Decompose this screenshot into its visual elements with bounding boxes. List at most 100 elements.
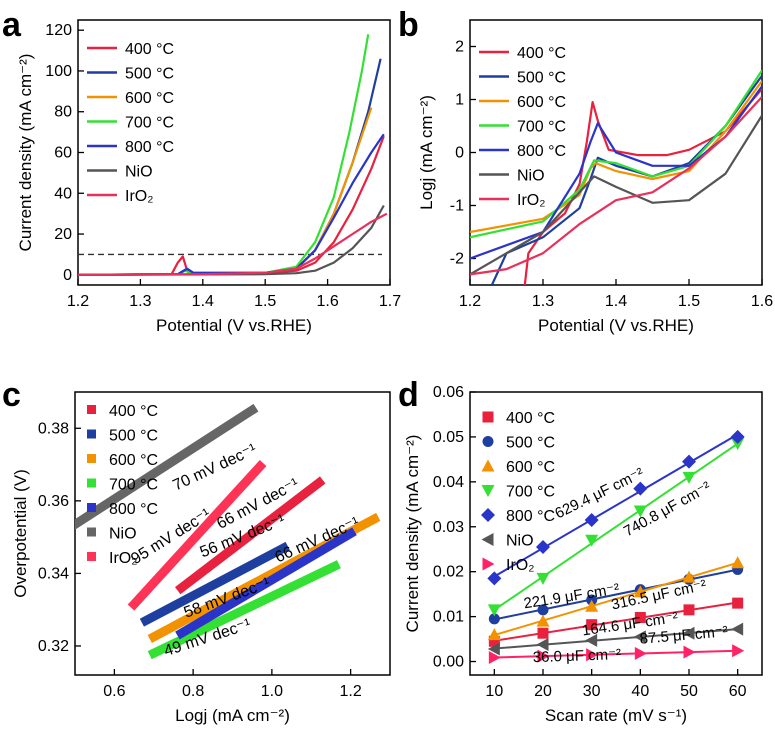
legend-marker bbox=[87, 527, 96, 537]
legend-marker bbox=[482, 557, 495, 571]
data-point bbox=[682, 471, 696, 484]
series-line bbox=[78, 212, 388, 276]
legend-marker bbox=[481, 485, 495, 497]
data-point bbox=[633, 585, 647, 598]
data-point bbox=[682, 626, 695, 640]
data-point bbox=[633, 481, 648, 496]
y-tick-label: 0.00 bbox=[433, 654, 464, 671]
plot-area bbox=[75, 403, 381, 660]
x-tick-label: 50 bbox=[680, 683, 698, 700]
y-tick-label: 40 bbox=[54, 185, 72, 202]
legend-marker bbox=[87, 429, 96, 439]
series-line bbox=[78, 34, 370, 276]
x-tick-label: 30 bbox=[583, 683, 601, 700]
data-point bbox=[634, 612, 646, 624]
legend-marker bbox=[482, 411, 494, 423]
data-point bbox=[730, 429, 745, 444]
legend-marker bbox=[87, 478, 96, 488]
x-tick-label: 1.5 bbox=[678, 293, 700, 310]
panel-letter-d: d bbox=[398, 376, 419, 414]
data-point bbox=[536, 614, 550, 627]
legend-label: 500 °C bbox=[109, 428, 158, 445]
series-line bbox=[470, 69, 762, 239]
x-tick-label: 0.6 bbox=[103, 683, 125, 700]
data-point bbox=[634, 646, 647, 660]
data-point bbox=[731, 622, 744, 636]
plot-frame bbox=[469, 391, 763, 676]
x-tick-label: 0.8 bbox=[182, 683, 204, 700]
data-point bbox=[488, 635, 500, 647]
legend-label: 700 °C bbox=[109, 477, 158, 494]
capacitance-label: 221.9 μF cm⁻² bbox=[522, 580, 620, 612]
y-tick-label: 0.01 bbox=[433, 609, 464, 626]
legend-marker bbox=[87, 552, 96, 561]
data-point bbox=[536, 572, 550, 585]
legend-label: IrO₂ bbox=[125, 188, 153, 205]
y-tick-label: 100 bbox=[45, 63, 72, 80]
legend-label: 500 °C bbox=[506, 435, 555, 452]
y-tick-label: 0.36 bbox=[38, 493, 69, 510]
series-line bbox=[470, 114, 762, 276]
panel-a: a 1.2 1.3 1.4 1.5 1.6 1.7 0 20 40 60 80 100 120 Potent… bbox=[2, 6, 401, 335]
y-tick-label: 0.06 bbox=[433, 384, 464, 401]
capacitance-label: 36.0 μF cm⁻² bbox=[533, 646, 622, 666]
x-tick-label: 1.5 bbox=[254, 293, 276, 310]
fit-line bbox=[494, 649, 738, 659]
legend-label: IrO₂ bbox=[109, 550, 137, 567]
data-point bbox=[536, 539, 550, 554]
capacitance-label: 629.4 μF cm⁻² bbox=[552, 465, 646, 523]
legend-label: IrO₂ bbox=[517, 192, 545, 209]
data-point bbox=[732, 597, 744, 609]
x-axis-label: Scan rate (mV s⁻¹) bbox=[545, 706, 687, 725]
series-line bbox=[490, 74, 762, 285]
x-tick-label: 1.2 bbox=[67, 293, 89, 310]
tafel-band bbox=[127, 460, 267, 611]
plot-area bbox=[487, 429, 745, 664]
x-tick-label: 1.3 bbox=[532, 293, 554, 310]
y-tick-label: 0.05 bbox=[433, 429, 464, 446]
legend-label: NiO bbox=[109, 526, 137, 543]
legend-label: 600 °C bbox=[506, 459, 555, 476]
tafel-slope-label: 66 mV dec⁻¹ bbox=[273, 514, 362, 566]
y-tick-label: 0 bbox=[63, 267, 72, 284]
data-point bbox=[585, 599, 599, 612]
legend-marker bbox=[481, 533, 494, 546]
x-tick-label: 10 bbox=[485, 683, 503, 700]
data-point bbox=[731, 438, 745, 451]
x-tick-label: 1.2 bbox=[459, 293, 481, 310]
y-tick-label: 0.34 bbox=[38, 565, 69, 582]
legend-marker bbox=[87, 503, 96, 512]
data-point bbox=[731, 556, 745, 569]
data-point bbox=[536, 637, 549, 651]
panel-d: d 10 20 30 40 50 60 0.00 0.01 0.02 0.03 0.04 0.05 0.0… bbox=[398, 376, 763, 725]
x-tick-label: 1.6 bbox=[316, 293, 338, 310]
data-point bbox=[488, 613, 500, 625]
data-point bbox=[487, 604, 501, 617]
data-point bbox=[633, 505, 647, 518]
x-tick-label: 1.7 bbox=[379, 293, 401, 310]
plot-area bbox=[470, 69, 762, 285]
series-line bbox=[470, 96, 762, 276]
legend-marker bbox=[87, 405, 96, 414]
y-tick-label: -2 bbox=[450, 251, 464, 268]
fit-line bbox=[494, 601, 738, 642]
plot-area bbox=[78, 34, 388, 276]
fit-line bbox=[493, 442, 739, 611]
tafel-band bbox=[147, 560, 341, 660]
legend-label: 700 °C bbox=[506, 484, 555, 501]
legend-marker bbox=[481, 508, 495, 522]
legend-label: 400 °C bbox=[506, 410, 555, 427]
panel-b: b 1.2 1.3 1.4 1.5 1.6 -2 -1 0 1 2 Potential (V vs.R… bbox=[398, 6, 773, 335]
legend-label: 600 °C bbox=[517, 94, 566, 111]
legend-label: 600 °C bbox=[125, 90, 174, 107]
data-point bbox=[586, 619, 598, 631]
legend-label: 800 °C bbox=[109, 501, 158, 518]
data-point bbox=[487, 642, 500, 656]
panel-letter-c: c bbox=[2, 376, 21, 414]
legend-label: 800 °C bbox=[506, 508, 555, 525]
y-tick-label: 1 bbox=[455, 92, 464, 109]
series-line bbox=[78, 204, 385, 276]
tafel-band bbox=[139, 541, 290, 627]
y-axis-label: Current density (mA cm⁻²) bbox=[16, 54, 35, 252]
data-point bbox=[682, 570, 696, 583]
